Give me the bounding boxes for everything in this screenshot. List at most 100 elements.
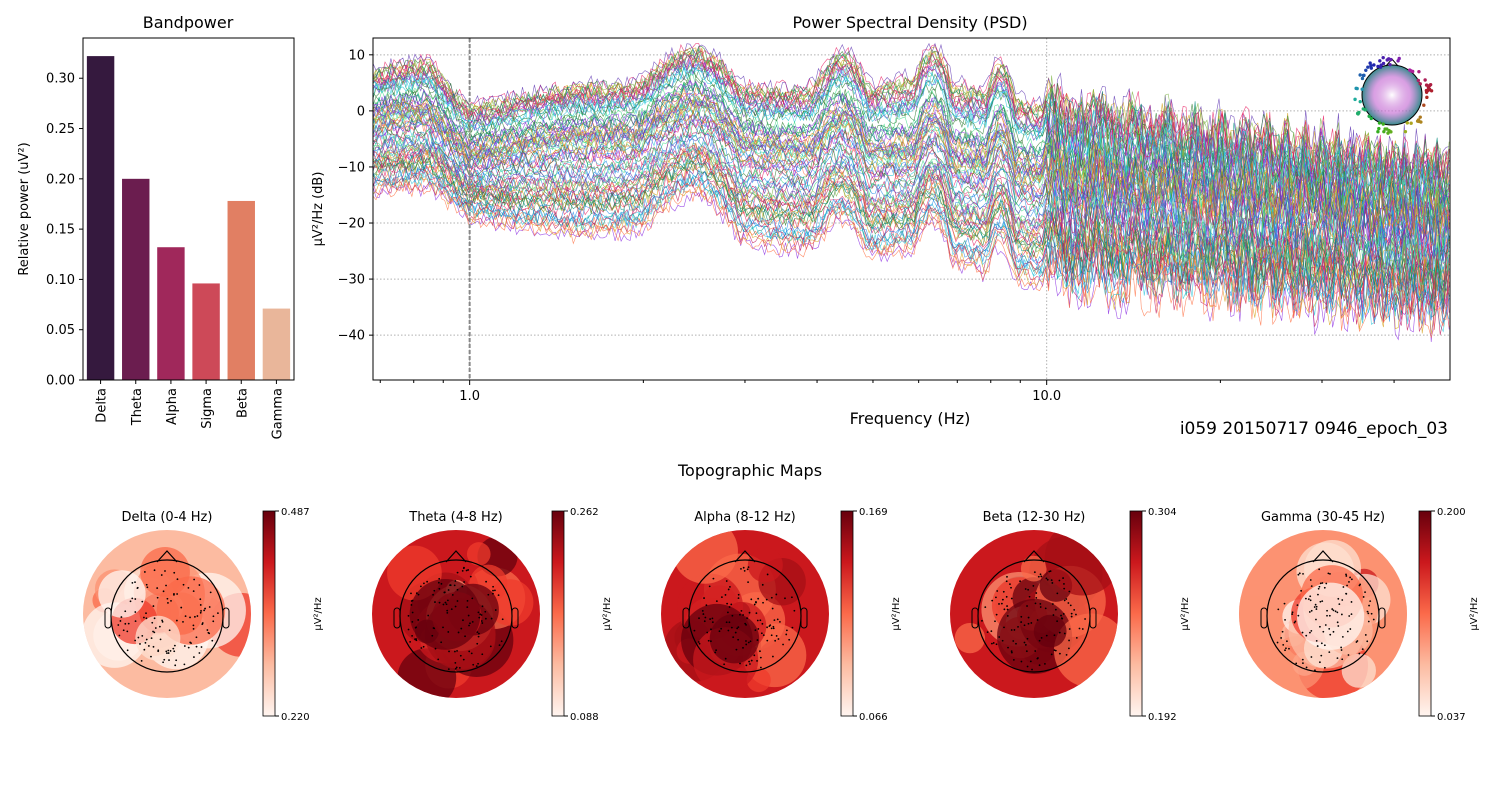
- electrode-dot: [1069, 604, 1072, 607]
- bar-gamma: [262, 308, 291, 380]
- electrode-dot: [176, 593, 179, 595]
- colorbar-min: 0.066: [859, 712, 888, 723]
- electrode-dot: [167, 602, 169, 604]
- electrode-dot: [415, 626, 418, 629]
- electrode-dot: [712, 577, 715, 580]
- electrode-dot: [1038, 639, 1041, 642]
- sensor-dot: [1408, 68, 1412, 72]
- electrode-dot: [756, 619, 759, 622]
- electrode-dot: [1319, 600, 1322, 603]
- electrode-dot: [749, 640, 752, 643]
- electrode-dot: [192, 627, 195, 630]
- electrode-dot: [1044, 607, 1047, 610]
- electrode-dot: [481, 622, 484, 624]
- electrode-dot: [788, 638, 791, 641]
- electrode-dot: [757, 597, 760, 600]
- sensor-dot: [1429, 89, 1434, 93]
- bar-x-tick-label: Beta: [235, 388, 250, 418]
- electrode-dot: [440, 582, 443, 585]
- electrode-dot: [459, 654, 462, 657]
- electrode-dot: [747, 641, 750, 644]
- bar-theta: [122, 178, 150, 380]
- electrode-dot: [161, 619, 164, 622]
- electrode-dot: [737, 626, 740, 629]
- electrode-dot: [728, 606, 731, 608]
- electrode-dot: [1048, 570, 1051, 573]
- electrode-dot: [745, 643, 748, 646]
- bar-plot-frame: [82, 37, 295, 381]
- electrode-dot: [737, 597, 740, 600]
- head-ear-right: [1378, 607, 1386, 629]
- psd-xlabel: Frequency (Hz): [850, 409, 971, 428]
- electrode-dot: [1030, 622, 1033, 624]
- colorbar-min: 0.192: [1148, 712, 1177, 723]
- bar-delta: [86, 56, 115, 380]
- electrode-dot: [1020, 660, 1023, 663]
- electrode-dot: [1067, 647, 1070, 650]
- electrode-dot: [448, 650, 450, 653]
- electrode-dot: [791, 596, 793, 599]
- electrode-dot: [708, 585, 711, 588]
- sensor-dot: [1368, 61, 1372, 65]
- electrode-dot: [1010, 651, 1013, 654]
- electrode-dot: [1006, 575, 1008, 578]
- electrode-dot: [417, 619, 420, 621]
- electrode-dot: [1058, 631, 1061, 634]
- topo-field: [83, 530, 251, 698]
- topo-field: [1239, 530, 1407, 698]
- sensor-dot: [1385, 127, 1389, 131]
- electrode-dot: [1285, 647, 1287, 650]
- sensor-dot: [1377, 121, 1382, 125]
- electrode-dot: [1020, 621, 1023, 623]
- electrode-dot: [478, 616, 481, 619]
- electrode-dot: [417, 593, 420, 596]
- electrode-dot: [134, 598, 137, 600]
- electrode-dot: [1051, 603, 1054, 605]
- electrode-dot: [1075, 613, 1077, 616]
- electrode-dot: [698, 617, 700, 620]
- electrode-dot: [469, 622, 471, 625]
- electrode-dot: [727, 611, 729, 614]
- psd-channel-line: [372, 154, 1450, 309]
- electrode-dot: [1309, 595, 1312, 598]
- electrode-dot: [1328, 614, 1331, 617]
- electrode-dot: [456, 588, 459, 591]
- sensor-dot: [1358, 99, 1362, 104]
- electrode-dot: [714, 651, 717, 654]
- electrode-dot: [156, 596, 159, 599]
- electrode-dot: [986, 631, 989, 633]
- sensor-dot: [1426, 88, 1431, 92]
- electrode-dot: [720, 627, 723, 630]
- electrode-dot: [1006, 605, 1008, 607]
- electrode-dot: [1026, 665, 1029, 668]
- psd-ticks: 10 0 −10 −20 −30 −40 1.0 10.0: [338, 48, 1395, 404]
- electrode-dot: [460, 627, 463, 630]
- electrode-dot: [196, 615, 199, 617]
- electrode-dot: [1003, 626, 1005, 629]
- electrode-dot: [454, 650, 456, 653]
- electrode-dot: [454, 667, 457, 670]
- electrode-dot: [995, 613, 998, 616]
- electrode-dot: [477, 662, 479, 665]
- electrode-dot: [151, 621, 154, 624]
- electrode-dot: [715, 649, 718, 652]
- sensor-dot: [1416, 78, 1421, 83]
- electrode-dot: [1340, 613, 1343, 616]
- electrode-dot: [1078, 627, 1081, 630]
- topo-blob: [672, 530, 738, 584]
- head-ear-left: [971, 607, 979, 629]
- electrode-dot: [480, 614, 483, 616]
- psd-y-tick-label: −30: [338, 273, 365, 288]
- colorbar-label: µV²/Hz: [602, 597, 613, 630]
- electrode-dot: [1315, 640, 1318, 642]
- electrode-dot: [481, 653, 484, 656]
- electrode-dot: [1277, 608, 1280, 611]
- electrode-dot: [203, 609, 206, 612]
- electrode-dot: [1327, 572, 1330, 575]
- electrode-dot: [992, 642, 995, 644]
- electrode-dot: [1337, 597, 1340, 600]
- electrode-dot: [759, 656, 762, 659]
- psd-y-tick-label: 10: [348, 48, 365, 63]
- topo-blob: [135, 615, 181, 661]
